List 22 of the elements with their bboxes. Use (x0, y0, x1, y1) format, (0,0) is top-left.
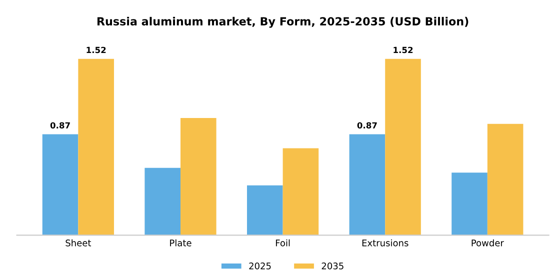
x-tick-label: Foil (276, 239, 290, 246)
data-label: 0.87 (50, 122, 70, 129)
bar (385, 58, 421, 236)
bar (487, 124, 524, 236)
data-label: 1.52 (394, 46, 413, 54)
bar (180, 118, 216, 236)
data-label: 0.87 (357, 122, 377, 129)
x-tick-label: Plate (170, 239, 192, 246)
x-tick-label: Extrusions (362, 239, 408, 246)
bar (452, 172, 488, 236)
x-tick-label: Sheet (66, 239, 92, 246)
x-tick-label: Powder (472, 239, 504, 246)
bar (78, 58, 114, 236)
bar (144, 168, 180, 236)
bar (349, 134, 386, 236)
legend-label: 2035 (322, 262, 344, 270)
bar (282, 148, 319, 236)
data-label: 1.52 (86, 46, 106, 54)
legend-label: 2025 (249, 262, 271, 270)
chart-title: Russia aluminum market, By Form, 2025-2035 (USD Billion) (97, 16, 468, 28)
bar (42, 134, 78, 236)
bar (246, 185, 283, 236)
